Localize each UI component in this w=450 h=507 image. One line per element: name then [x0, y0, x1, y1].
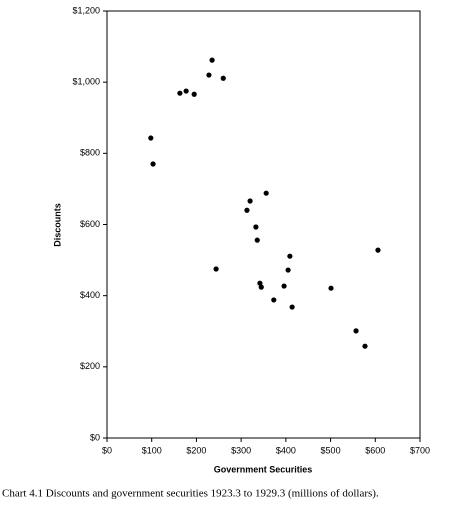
x-tick-label: $600	[365, 445, 385, 455]
y-tick-label: $400	[80, 290, 100, 300]
point	[177, 90, 183, 96]
point	[254, 237, 260, 243]
point	[253, 224, 259, 230]
point	[258, 284, 264, 290]
x-tick-label: $400	[276, 445, 296, 455]
point	[183, 88, 189, 94]
point	[328, 285, 334, 291]
point	[220, 75, 226, 81]
point	[281, 283, 287, 289]
point	[257, 280, 263, 286]
x-tick-label: $100	[142, 445, 162, 455]
point	[150, 161, 156, 167]
point	[148, 135, 154, 141]
point	[362, 343, 368, 349]
point	[353, 328, 359, 334]
x-tick-label: $300	[231, 445, 251, 455]
y-tick-label: $200	[80, 361, 100, 371]
point	[244, 207, 250, 213]
point	[271, 297, 277, 303]
point	[209, 57, 215, 63]
point	[263, 190, 269, 196]
point	[191, 91, 197, 97]
point	[287, 253, 293, 259]
point	[285, 267, 291, 273]
point	[375, 247, 381, 253]
caption: Chart 4.1 Discounts and government secur…	[2, 488, 379, 500]
y-tick-label: $0	[90, 432, 100, 442]
y-tick-label: $1,200	[72, 5, 100, 15]
x-tick-label: $200	[186, 445, 206, 455]
y-axis-title: Discounts	[52, 203, 62, 247]
y-tick-label: $600	[80, 219, 100, 229]
y-tick-label: $1,000	[72, 77, 100, 87]
x-tick-label: $0	[102, 445, 112, 455]
plot-frame	[106, 10, 421, 439]
x-tick-label: $700	[410, 445, 430, 455]
point	[247, 198, 253, 204]
x-tick-label: $500	[321, 445, 341, 455]
point	[213, 266, 219, 272]
x-axis-title: Government Securities	[214, 464, 313, 474]
y-tick-label: $800	[80, 148, 100, 158]
point	[206, 72, 212, 78]
point	[289, 304, 295, 310]
